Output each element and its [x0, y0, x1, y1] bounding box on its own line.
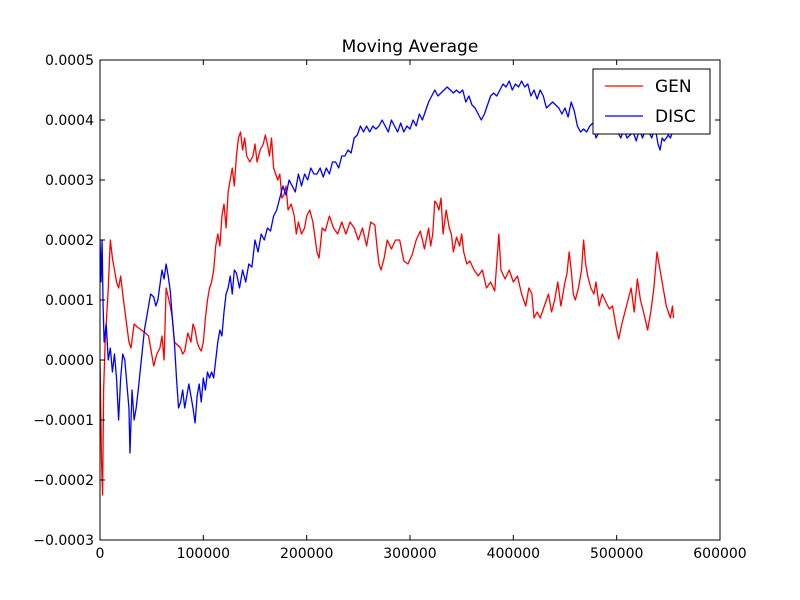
x-tick-label: 300000: [383, 546, 436, 562]
y-tick-label: −0.0002: [33, 473, 94, 489]
y-tick-label: 0.0001: [45, 293, 94, 309]
legend-box: [592, 68, 711, 135]
ticks-layer: 0 100000 200000 300000 400000 500000 600000 −0.…: [33, 53, 746, 562]
series-layer: [100, 80, 675, 496]
legend-label-disc: DISC: [655, 107, 696, 127]
y-tick-label: −0.0003: [33, 533, 94, 549]
chart-title: Moving Average: [342, 37, 479, 57]
series-line-disc: [100, 80, 674, 454]
x-tick-label: 100000: [177, 546, 230, 562]
y-tick-label: 0.0000: [45, 353, 94, 369]
y-tick-label: 0.0005: [45, 53, 94, 69]
x-tick-label: 500000: [590, 546, 643, 562]
legend: GEN DISC: [592, 68, 711, 135]
x-tick-label: 400000: [487, 546, 540, 562]
x-tick-label: 200000: [280, 546, 333, 562]
y-tick-label: 0.0002: [45, 233, 94, 249]
x-tick-label: 0: [96, 546, 105, 562]
x-tick-label: 600000: [693, 546, 746, 562]
y-tick-label: −0.0001: [33, 413, 94, 429]
series-line-gen: [100, 131, 675, 496]
y-tick-label: 0.0004: [45, 113, 94, 129]
legend-label-gen: GEN: [655, 77, 692, 97]
y-tick-label: 0.0003: [45, 173, 94, 189]
